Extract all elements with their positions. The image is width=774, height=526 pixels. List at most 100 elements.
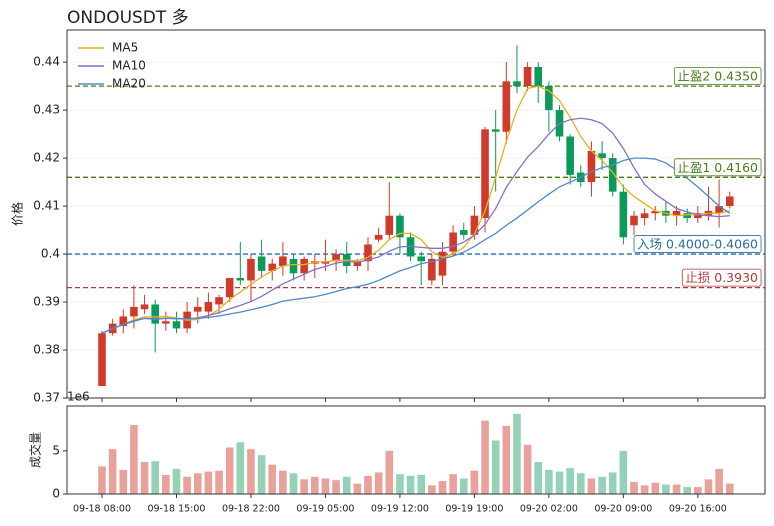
ma-line [101, 85, 730, 334]
candle-body [694, 213, 702, 219]
volume-bar [225, 447, 234, 494]
y-tick-label: 0.41 [33, 199, 60, 213]
volume-bar [715, 468, 723, 494]
volume-bar [204, 471, 213, 494]
level-label: 入场 0.4000-0.4060 [637, 237, 758, 252]
volume-bar [502, 425, 511, 494]
volume-bar [321, 478, 330, 494]
volume-bar [694, 487, 702, 494]
level-label: 止损 0.3930 [685, 270, 758, 285]
candle-body [300, 258, 308, 274]
candle-body [98, 333, 106, 387]
volume-bar [704, 479, 713, 494]
candle-body [619, 191, 628, 238]
volume-bar [311, 476, 319, 494]
y-tick-label: 0.44 [33, 55, 60, 69]
candle-body [247, 258, 255, 281]
candle-body [204, 302, 213, 312]
x-tick-label: 09-18 15:00 [147, 504, 205, 515]
volume-bar [300, 479, 308, 494]
volume-bar [385, 450, 394, 494]
volume-bar [140, 462, 149, 494]
candle-body [268, 263, 277, 271]
volume-frame [66, 405, 766, 495]
candle-body [608, 158, 617, 192]
volume-bar [151, 461, 159, 494]
x-tick-label: 09-18 08:00 [73, 504, 131, 515]
volume-bar [587, 478, 596, 494]
level-tag-box [633, 235, 762, 253]
legend-label: MA10 [112, 59, 146, 73]
volume-bar [651, 482, 660, 494]
level-label: 止盈2 0.4350 [677, 69, 758, 84]
volume-y-tick-label: 5 [52, 443, 60, 457]
volume-bar [481, 420, 489, 494]
candle-body [151, 304, 159, 324]
candle-body [140, 304, 149, 310]
volume-bar [534, 462, 543, 494]
volume-bar [630, 481, 638, 494]
volume-bar [417, 475, 425, 494]
candle-body [449, 232, 457, 252]
x-tick-label: 09-20 09:00 [594, 504, 652, 515]
level-tag: 止盈1 0.4160 [673, 158, 762, 177]
candle-body [683, 213, 691, 219]
volume-bar [470, 470, 479, 494]
candle-body [587, 150, 596, 183]
legend-label: MA5 [112, 41, 138, 55]
x-tick-label: 09-19 12:00 [371, 504, 429, 515]
volume-bar [598, 476, 606, 494]
volume-bar [555, 471, 564, 494]
candle-body [364, 244, 372, 262]
candle-body [651, 210, 660, 214]
candle-body [523, 66, 532, 87]
volume-bar [523, 444, 532, 494]
volume-bar [374, 472, 383, 494]
x-tick-label: 09-20 16:00 [669, 504, 727, 515]
level-tag-box [673, 67, 762, 86]
volume-bar [279, 470, 287, 494]
candle-body [396, 215, 404, 238]
candle-body [566, 136, 574, 175]
volume-bar [608, 472, 617, 494]
volume-bar [619, 450, 628, 494]
candle-body [672, 210, 681, 216]
volume-bar [342, 476, 351, 494]
candle-body [630, 215, 638, 226]
candle-body [289, 258, 298, 274]
candle-body [491, 129, 500, 132]
x-tick-label: 09-20 02:00 [520, 504, 578, 515]
volume-bar [353, 483, 362, 494]
candle-body [225, 278, 234, 298]
candle-body [321, 261, 330, 264]
volume-bar [332, 480, 340, 494]
volume-bar [513, 413, 521, 494]
level-tag-box [673, 158, 762, 177]
candle-body [215, 297, 223, 305]
candle-body [502, 81, 511, 132]
volume-bar [406, 475, 415, 494]
candle-body [725, 196, 734, 207]
level-label: 止盈1 0.4160 [677, 160, 758, 175]
volume-bar [545, 469, 553, 494]
y-tick-label: 0.38 [33, 343, 60, 357]
y-tick-label: 0.39 [33, 295, 60, 309]
volume-bar [108, 449, 117, 494]
volume-bar [683, 487, 691, 494]
volume-bar [183, 476, 191, 494]
candle-body [332, 254, 340, 262]
volume-bar [438, 481, 447, 494]
candle-body [545, 86, 553, 111]
candle-body [640, 213, 649, 219]
candle-body [459, 230, 468, 235]
volume-axis-label: 成交量 [28, 432, 43, 468]
candle-body [257, 256, 266, 271]
volume-bar [459, 478, 468, 494]
candle-body [353, 261, 362, 267]
volume-y-tick-label: 0 [52, 487, 60, 501]
volume-bar [268, 464, 277, 494]
y-axis-label: 价格 [10, 202, 25, 226]
volume-bar [577, 473, 585, 494]
volume-bar [672, 484, 681, 494]
volume-bar [162, 475, 170, 494]
